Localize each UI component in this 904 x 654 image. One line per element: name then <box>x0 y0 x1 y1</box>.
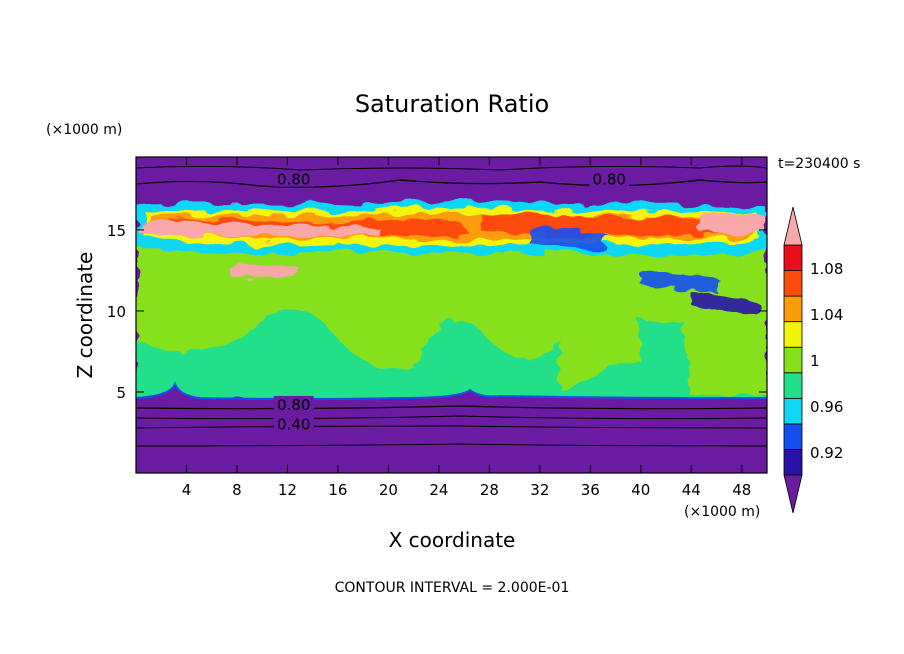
y-axis-ticks: 5 10 15 <box>107 222 767 402</box>
contour-0.80-lower <box>136 405 767 410</box>
contour-0.80-upper <box>136 179 767 188</box>
colorbar-swatch <box>783 244 803 271</box>
x-tick-label: 16 <box>328 481 347 499</box>
x-tick-label: 24 <box>429 481 448 499</box>
colorbar-swatch <box>783 295 803 323</box>
x-tick-label: 36 <box>581 481 600 499</box>
contour-label: 0.80 <box>593 171 626 189</box>
x-tick-label: 48 <box>732 481 751 499</box>
x-tick-label: 12 <box>278 481 297 499</box>
x-tick-label: 8 <box>232 481 242 499</box>
colorbar-swatch <box>783 346 803 374</box>
field-band-pink <box>140 221 380 237</box>
colorbar-swatch <box>783 397 803 425</box>
contour-label: 0.80 <box>277 396 310 414</box>
colorbar-label: 0.96 <box>810 398 843 416</box>
colorbar-swatch <box>783 372 803 399</box>
plot-field <box>136 157 767 473</box>
y-axis-title: Z coordinate <box>73 252 97 379</box>
time-label: t=230400 s <box>778 156 860 172</box>
y-tick-label: 5 <box>116 384 126 402</box>
colorbar-extension-top <box>783 206 803 246</box>
x-tick-label: 20 <box>379 481 398 499</box>
x-tick-label: 32 <box>530 481 549 499</box>
contour-label: 0.80 <box>277 171 310 189</box>
y-tick-label: 15 <box>107 222 126 240</box>
x-tick-label: 40 <box>631 481 650 499</box>
contour-label: 0.40 <box>277 415 310 433</box>
colorbar-swatch <box>783 423 803 450</box>
x-tick-label: 4 <box>182 481 192 499</box>
colorbar-label: 1.04 <box>810 306 843 324</box>
contour-label-bg <box>273 395 314 412</box>
plot-frame <box>135 156 768 474</box>
x-unit-label: (×1000 m) <box>684 504 760 520</box>
x-axis-ticks: 4 8 12 16 20 24 28 32 36 40 44 48 <box>182 157 751 499</box>
contour-interval-label: CONTOUR INTERVAL = 2.000E-01 <box>335 580 570 596</box>
contour-label-bg <box>273 415 314 432</box>
colorbar-swatch <box>783 270 803 297</box>
colorbar: 0.92 0.96 1 1.04 1.08 <box>783 206 843 514</box>
contour-label-bg <box>273 170 314 187</box>
x-axis-title: X coordinate <box>389 528 516 552</box>
x-tick-label: 44 <box>682 481 701 499</box>
contour-labels: 0.80 0.800.800.40 <box>273 170 630 433</box>
colorbar-label: 0.92 <box>810 444 843 462</box>
colorbar-label: 1 <box>810 352 820 370</box>
y-tick-label: 10 <box>107 303 126 321</box>
y-unit-label: (×1000 m) <box>46 122 122 138</box>
colorbar-swatch <box>783 321 803 348</box>
chart-title: Saturation Ratio <box>355 90 549 118</box>
colorbar-label: 1.08 <box>810 260 843 278</box>
contour-label-bg <box>589 170 630 187</box>
contour-0.40 <box>136 425 767 429</box>
x-tick-label: 28 <box>480 481 499 499</box>
colorbar-extension-bottom <box>783 474 803 514</box>
colorbar-swatch <box>783 449 803 476</box>
